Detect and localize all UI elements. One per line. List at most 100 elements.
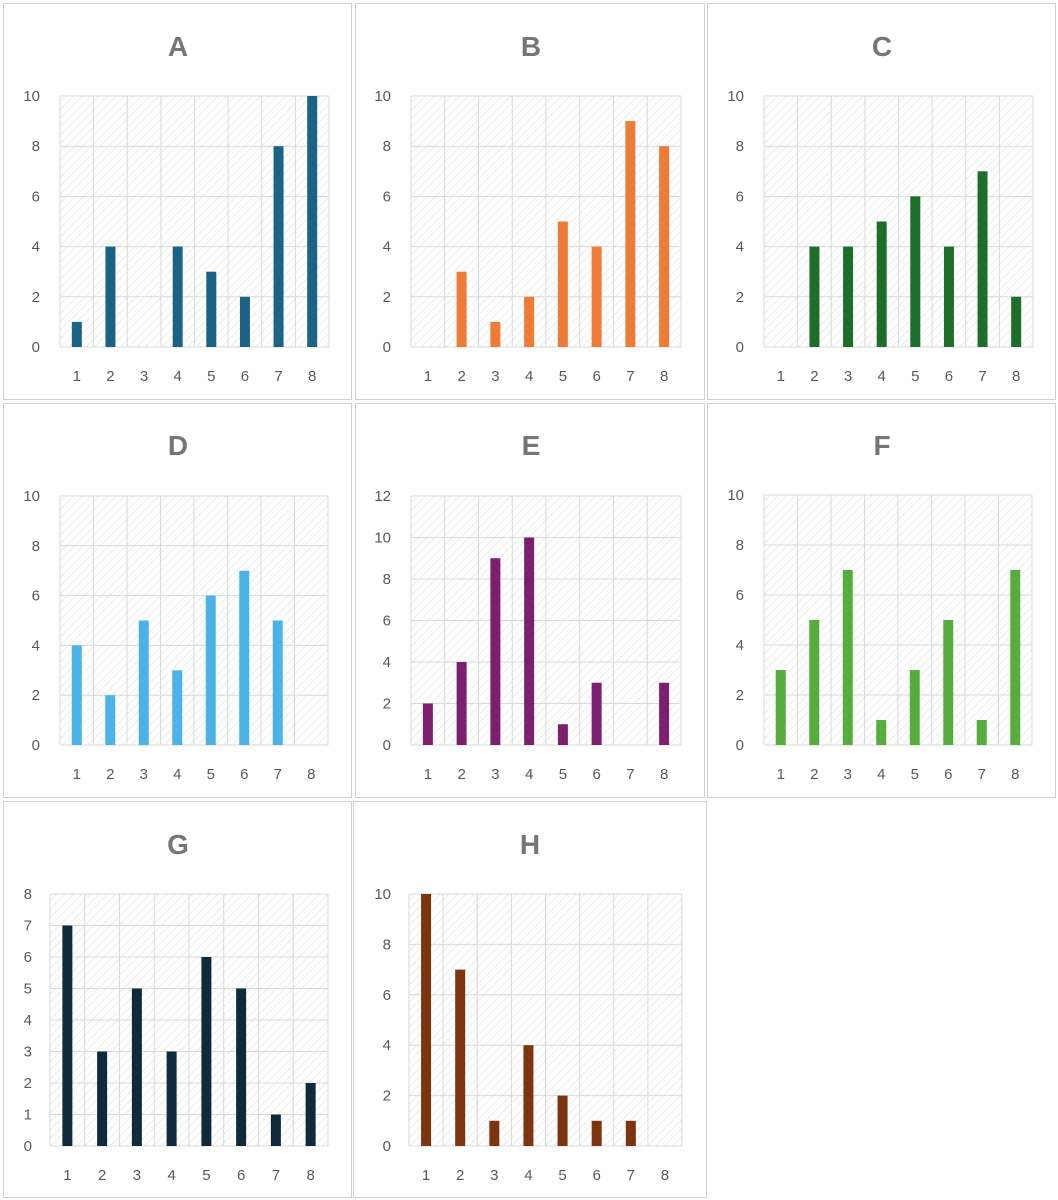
- y-tick-label: 2: [736, 687, 744, 704]
- y-tick-label: 0: [736, 339, 744, 356]
- x-tick-label: 7: [626, 766, 634, 783]
- bar: [71, 645, 82, 745]
- y-tick-label: 4: [383, 654, 391, 671]
- y-tick-label: 8: [383, 936, 391, 953]
- y-tick-label: 8: [736, 138, 744, 155]
- y-tick-label: 10: [23, 88, 40, 105]
- y-tick-label: 8: [32, 538, 40, 555]
- y-tick-label: 6: [32, 188, 40, 205]
- bar: [131, 988, 142, 1146]
- bar: [625, 1120, 636, 1146]
- x-tick-label: 3: [490, 1167, 498, 1184]
- y-tick-label: 2: [383, 1088, 391, 1105]
- y-tick-label: 8: [32, 138, 40, 155]
- y-tick-label: 10: [374, 886, 391, 903]
- y-tick-label: 4: [736, 637, 744, 654]
- x-tick-label: 7: [274, 766, 282, 783]
- x-tick-label: 5: [207, 766, 215, 783]
- x-tick-label: 5: [558, 1167, 566, 1184]
- bar: [270, 1114, 281, 1146]
- bar: [842, 570, 853, 745]
- x-tick-label: 1: [424, 368, 432, 385]
- y-tick-label: 6: [383, 613, 391, 630]
- y-tick-label: 0: [383, 339, 391, 356]
- bar: [1010, 570, 1021, 745]
- bar: [105, 695, 116, 745]
- bar: [876, 720, 887, 745]
- chart-panel-h: H 0 2 4 6 8 10 1 2 3 4 5 6 7 8: [353, 801, 707, 1198]
- y-tick-label: 10: [374, 530, 391, 547]
- y-tick-label: 6: [736, 188, 744, 205]
- bar: [557, 1095, 568, 1146]
- x-tick-label: 8: [661, 1167, 669, 1184]
- bar: [910, 196, 921, 347]
- x-tick-label: 3: [491, 766, 499, 783]
- bar: [876, 221, 887, 347]
- y-tick-label: 1: [24, 1107, 32, 1124]
- y-tick-label: 10: [727, 487, 744, 504]
- bar: [809, 620, 820, 745]
- y-tick-label: 4: [383, 239, 391, 256]
- x-tick-label: 7: [272, 1167, 280, 1184]
- y-tick-label: 0: [32, 737, 40, 754]
- x-tick-label: 6: [592, 368, 600, 385]
- y-tick-label: 12: [374, 488, 391, 505]
- chart-title: D: [168, 430, 188, 461]
- x-tick-label: 5: [202, 1167, 210, 1184]
- y-tick-label: 2: [383, 289, 391, 306]
- y-tick-label: 4: [24, 1012, 32, 1029]
- bar: [943, 246, 954, 347]
- x-tick-label: 8: [660, 766, 668, 783]
- x-tick-label: 6: [240, 766, 248, 783]
- bar: [976, 720, 987, 745]
- bar: [236, 988, 247, 1146]
- x-tick-label: 4: [167, 1167, 175, 1184]
- x-tick-label: 8: [1012, 368, 1020, 385]
- bar: [456, 662, 467, 745]
- x-tick-label: 2: [106, 766, 114, 783]
- y-tick-label: 6: [32, 588, 40, 605]
- x-tick-label: 8: [1011, 766, 1019, 783]
- x-tick-label: 8: [307, 766, 315, 783]
- x-tick-label: 1: [422, 1167, 430, 1184]
- bar: [524, 296, 535, 347]
- y-tick-label: 4: [383, 1037, 391, 1054]
- x-tick-label: 3: [133, 1167, 141, 1184]
- bar: [62, 925, 73, 1146]
- bar: [201, 957, 212, 1146]
- y-tick-label: 6: [736, 587, 744, 604]
- x-tick-label: 3: [491, 368, 499, 385]
- x-tick-label: 3: [140, 766, 148, 783]
- bar: [557, 724, 568, 745]
- bar: [239, 296, 250, 347]
- x-tick-label: 4: [173, 766, 181, 783]
- x-tick-label: 7: [627, 1167, 635, 1184]
- x-tick-label: 6: [241, 368, 249, 385]
- bar: [307, 96, 318, 347]
- bar: [421, 894, 432, 1146]
- bar: [591, 246, 602, 347]
- x-tick-label: 8: [306, 1167, 314, 1184]
- x-tick-label: 2: [810, 368, 818, 385]
- chart-panel-d: D 0 2 4 6 8 10 1 2 3 4 5 6 7 8: [3, 403, 352, 798]
- bar: [205, 595, 216, 745]
- y-tick-label: 10: [23, 488, 40, 505]
- x-tick-label: 1: [777, 766, 785, 783]
- chart-title: E: [522, 430, 541, 461]
- x-tick-label: 1: [63, 1167, 71, 1184]
- y-tick-label: 0: [383, 737, 391, 754]
- bar: [1011, 296, 1022, 347]
- bar: [809, 246, 820, 347]
- y-tick-label: 0: [736, 737, 744, 754]
- y-tick-label: 10: [374, 88, 391, 105]
- bar: [138, 620, 149, 745]
- y-tick-label: 2: [736, 289, 744, 306]
- y-tick-label: 6: [383, 188, 391, 205]
- chart-panel-g: G 0 1 2 3 4 5 6 7 8 1 2 3 4 5 6 7 8: [3, 801, 352, 1198]
- x-tick-label: 4: [174, 368, 182, 385]
